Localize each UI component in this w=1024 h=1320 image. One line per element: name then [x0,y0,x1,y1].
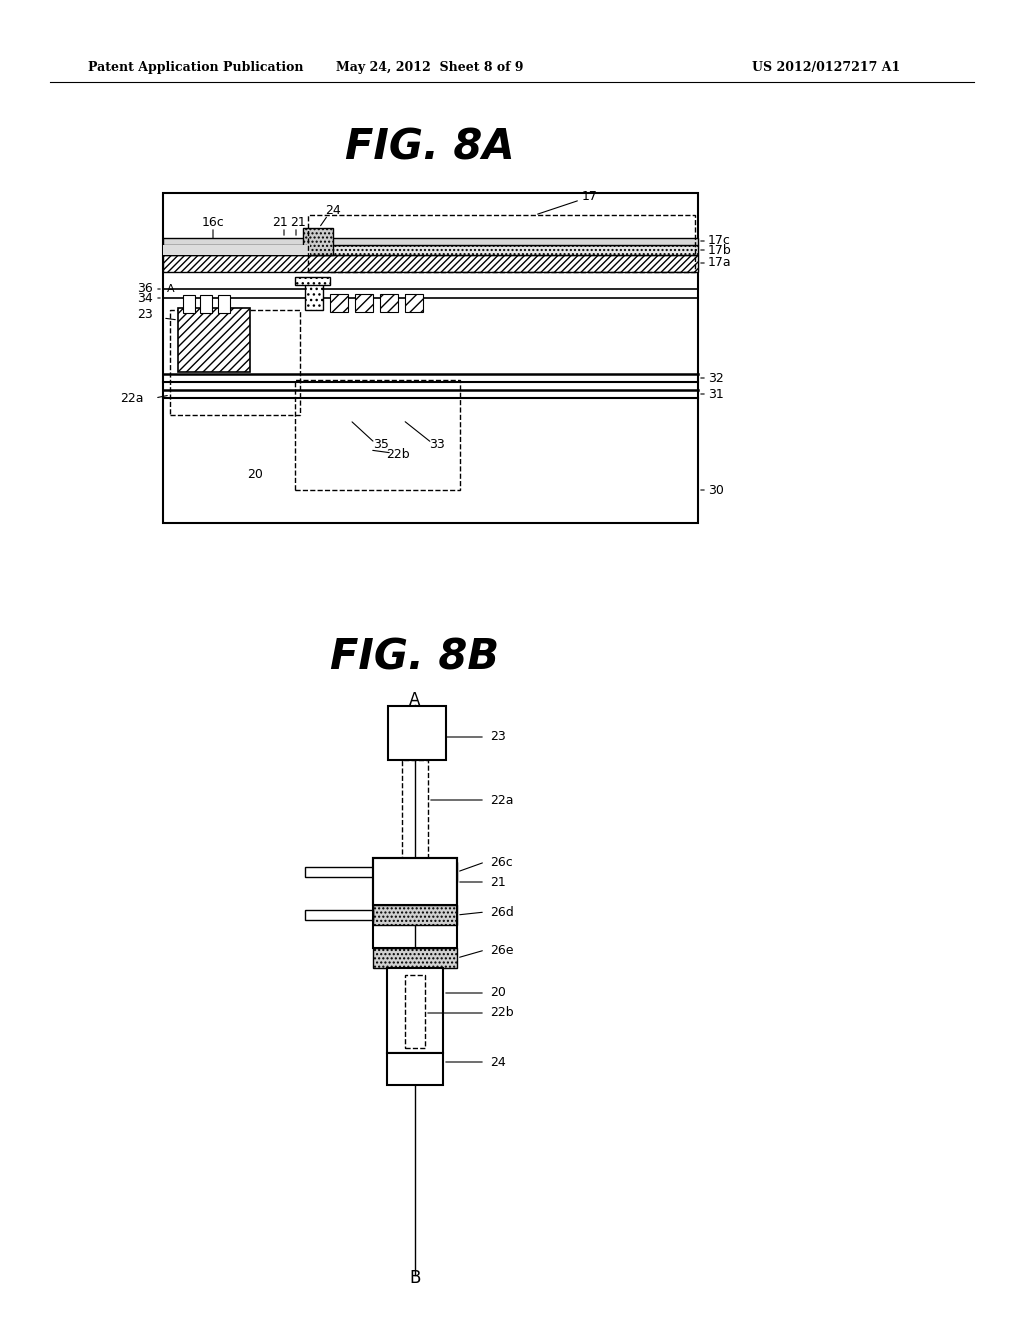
Bar [308,215,695,272]
Text: 17c: 17c [708,235,731,248]
Bar [163,255,698,272]
Text: 21: 21 [490,875,506,888]
Text: 21: 21 [290,215,306,228]
Bar [330,294,348,312]
Text: 17b: 17b [708,243,732,256]
Text: 31: 31 [708,388,724,400]
Text: 35: 35 [373,438,389,451]
Text: 22b: 22b [490,1006,514,1019]
Text: 26e: 26e [490,944,513,957]
Bar [406,975,425,1048]
Text: 30: 30 [708,483,724,496]
Bar [305,909,373,920]
Bar [183,294,195,313]
Bar [373,858,457,906]
Bar [200,294,212,313]
Bar [305,867,373,876]
Text: 23: 23 [137,309,153,322]
Text: 16c: 16c [202,215,224,228]
Text: 22a: 22a [490,793,513,807]
Text: 20: 20 [247,469,263,482]
Bar [305,280,323,310]
Text: 22a: 22a [121,392,144,404]
Text: 21: 21 [272,215,288,228]
Text: A: A [410,690,421,709]
Bar [303,228,333,255]
Text: B: B [410,1269,421,1287]
Bar [163,246,698,255]
Bar [330,294,348,312]
Text: 32: 32 [708,371,724,384]
Text: 24: 24 [326,205,341,218]
Bar [163,193,698,523]
Bar [380,294,398,312]
Bar [178,308,250,372]
Bar [163,255,698,272]
Bar [402,760,428,862]
Bar [355,294,373,312]
Text: A: A [167,284,175,294]
Bar [305,280,323,310]
Bar [373,948,457,968]
Bar [163,238,698,246]
Text: 24: 24 [490,1056,506,1068]
Text: 23: 23 [490,730,506,743]
Bar [178,308,250,372]
Text: 17a: 17a [708,256,731,269]
Bar [163,246,698,255]
Text: 33: 33 [429,438,444,451]
Text: 20: 20 [490,986,506,999]
Bar [388,706,446,760]
Bar [373,906,457,925]
Text: 17: 17 [582,190,598,203]
Text: Patent Application Publication: Patent Application Publication [88,62,303,74]
Text: 26c: 26c [490,855,513,869]
Text: 34: 34 [137,292,153,305]
Bar [380,294,398,312]
Bar [303,228,333,255]
Bar [163,246,310,255]
Text: FIG. 8A: FIG. 8A [345,127,515,169]
Text: May 24, 2012  Sheet 8 of 9: May 24, 2012 Sheet 8 of 9 [336,62,523,74]
Bar [295,277,330,285]
Bar [373,862,457,882]
Bar [373,906,457,925]
Bar [218,294,230,313]
Bar [387,1053,443,1085]
Text: 26d: 26d [490,906,514,919]
Text: FIG. 8B: FIG. 8B [331,638,500,678]
Bar [295,277,330,285]
Bar [373,948,457,968]
Bar [373,862,457,882]
Bar [295,380,460,490]
Bar [373,858,457,948]
Bar [170,310,300,414]
Bar [406,294,423,312]
Bar [387,968,443,1053]
Text: US 2012/0127217 A1: US 2012/0127217 A1 [752,62,900,74]
Text: B: B [308,284,315,294]
Bar [355,294,373,312]
Text: 36: 36 [137,282,153,296]
Bar [406,294,423,312]
Text: 22b: 22b [386,449,410,462]
